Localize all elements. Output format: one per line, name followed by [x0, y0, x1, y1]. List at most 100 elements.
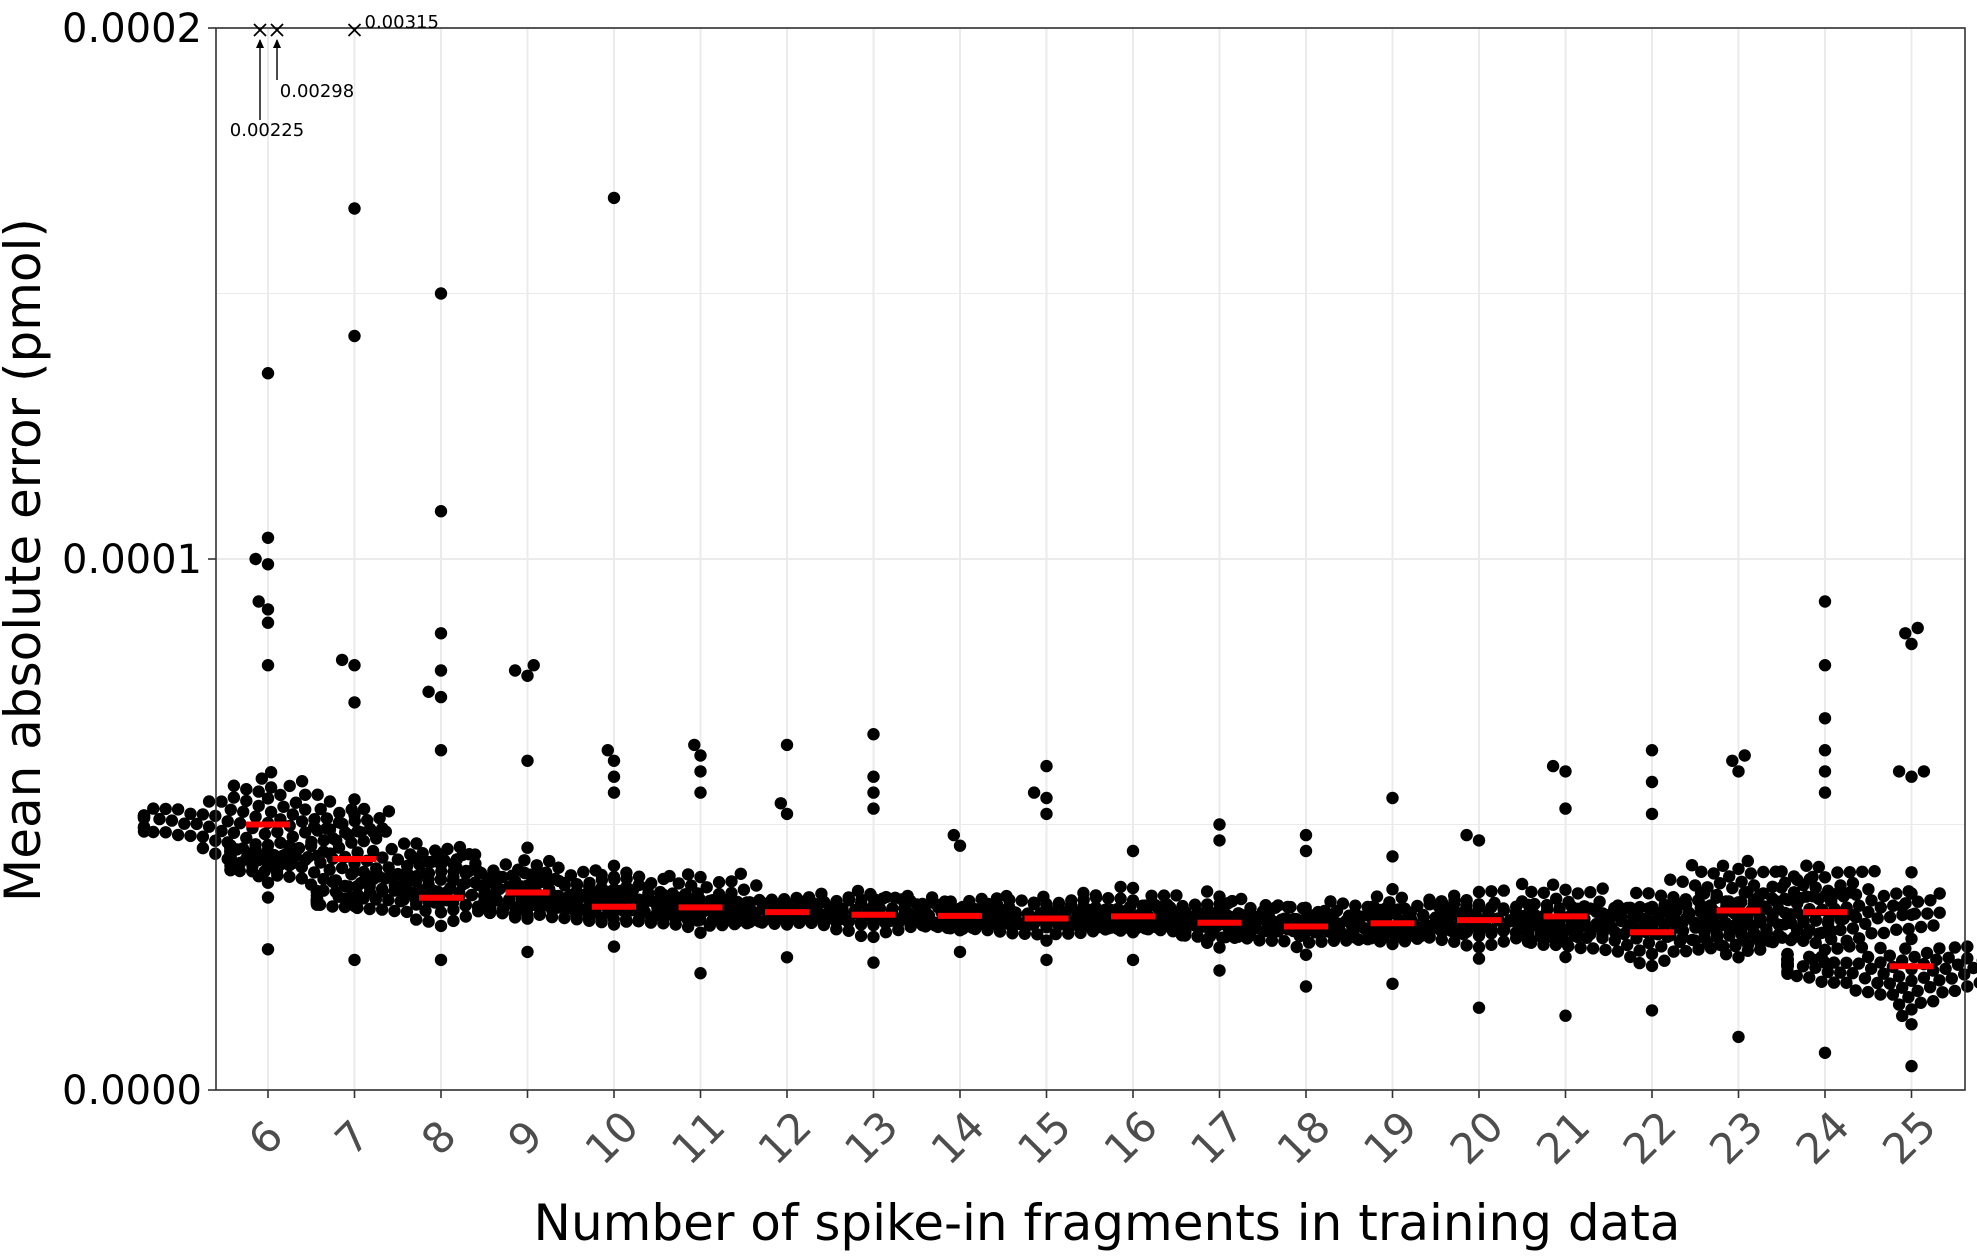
data-point — [854, 929, 868, 943]
data-point — [1018, 927, 1031, 940]
data-point — [1948, 984, 1962, 998]
data-point — [1753, 912, 1767, 925]
data-point — [357, 802, 371, 816]
data-point — [264, 781, 278, 794]
data-point — [1040, 807, 1053, 821]
data-point — [1002, 900, 1016, 914]
data-point — [1667, 945, 1680, 958]
data-point — [1818, 786, 1832, 799]
data-point — [947, 828, 960, 842]
data-point — [1386, 883, 1399, 896]
data-point — [348, 865, 361, 878]
data-point — [348, 659, 361, 672]
data-point — [283, 870, 296, 883]
data-point — [931, 898, 945, 912]
data-point — [1846, 967, 1859, 980]
data-point — [483, 889, 497, 903]
data-point — [1550, 892, 1563, 905]
data-point — [1818, 871, 1832, 884]
data-point — [582, 911, 596, 924]
data-point — [607, 754, 621, 767]
data-point — [1754, 943, 1767, 956]
data-point — [1555, 929, 1569, 942]
data-point — [295, 860, 308, 874]
data-point — [1766, 912, 1779, 925]
data-point — [1821, 884, 1835, 897]
data-point — [969, 903, 982, 916]
data-point — [867, 770, 880, 783]
data-point — [1905, 887, 1918, 900]
data-point — [1729, 939, 1742, 953]
data-point — [1892, 998, 1906, 1011]
data-point — [1726, 881, 1739, 895]
data-point — [1040, 791, 1053, 805]
data-point — [1735, 875, 1748, 888]
data-point — [1905, 974, 1918, 987]
data-point — [184, 829, 197, 843]
data-point — [233, 817, 247, 830]
data-point — [1386, 923, 1399, 937]
data-point — [1497, 935, 1511, 948]
data-point — [196, 841, 210, 855]
data-point — [310, 884, 324, 898]
data-point — [774, 797, 787, 810]
data-point — [1126, 894, 1140, 907]
data-point — [1726, 754, 1739, 767]
data-point — [434, 505, 448, 518]
data-point — [323, 863, 336, 876]
data-point — [227, 826, 241, 839]
data-point — [1797, 934, 1810, 947]
data-point — [274, 788, 287, 802]
data-point — [289, 796, 303, 809]
data-point — [1299, 948, 1313, 961]
data-point — [1645, 903, 1658, 916]
data-point — [1379, 902, 1393, 915]
data-point — [1719, 948, 1733, 961]
data-point — [1825, 895, 1838, 908]
data-point — [1213, 941, 1226, 954]
data-point — [351, 846, 364, 859]
data-point — [1645, 775, 1659, 789]
data-point — [261, 531, 275, 544]
data-point — [508, 664, 522, 677]
data-point — [993, 925, 1007, 938]
data-point — [854, 897, 868, 910]
data-point — [1460, 922, 1473, 935]
data-point — [1472, 900, 1485, 914]
data-point — [539, 866, 553, 879]
data-point — [1784, 908, 1798, 921]
data-point — [1948, 941, 1962, 954]
data-point — [410, 913, 423, 926]
data-point — [196, 830, 210, 843]
data-point — [385, 871, 398, 885]
data-point — [669, 890, 682, 903]
data-point — [261, 558, 275, 571]
data-point — [493, 882, 506, 896]
data-point — [1812, 892, 1826, 906]
data-point — [1874, 901, 1888, 914]
data-point — [345, 836, 358, 849]
data-point — [1484, 901, 1498, 914]
data-point — [1645, 744, 1659, 757]
data-point — [539, 899, 552, 912]
data-point — [1664, 914, 1677, 928]
data-point — [1395, 891, 1409, 904]
data-point — [1235, 892, 1248, 906]
data-point — [1040, 759, 1053, 773]
data-point — [620, 866, 633, 879]
data-point — [1324, 895, 1337, 908]
data-point — [1902, 991, 1915, 1004]
data-point — [339, 826, 352, 839]
data-point — [1732, 765, 1745, 778]
data-point — [514, 897, 528, 910]
data-point — [1089, 904, 1102, 918]
data-point — [249, 552, 262, 566]
data-point — [521, 945, 534, 959]
data-point — [1766, 880, 1779, 893]
data-point — [397, 837, 411, 850]
data-point — [619, 893, 633, 906]
data-point — [227, 791, 241, 804]
data-point — [465, 888, 478, 902]
data-point — [638, 905, 651, 918]
